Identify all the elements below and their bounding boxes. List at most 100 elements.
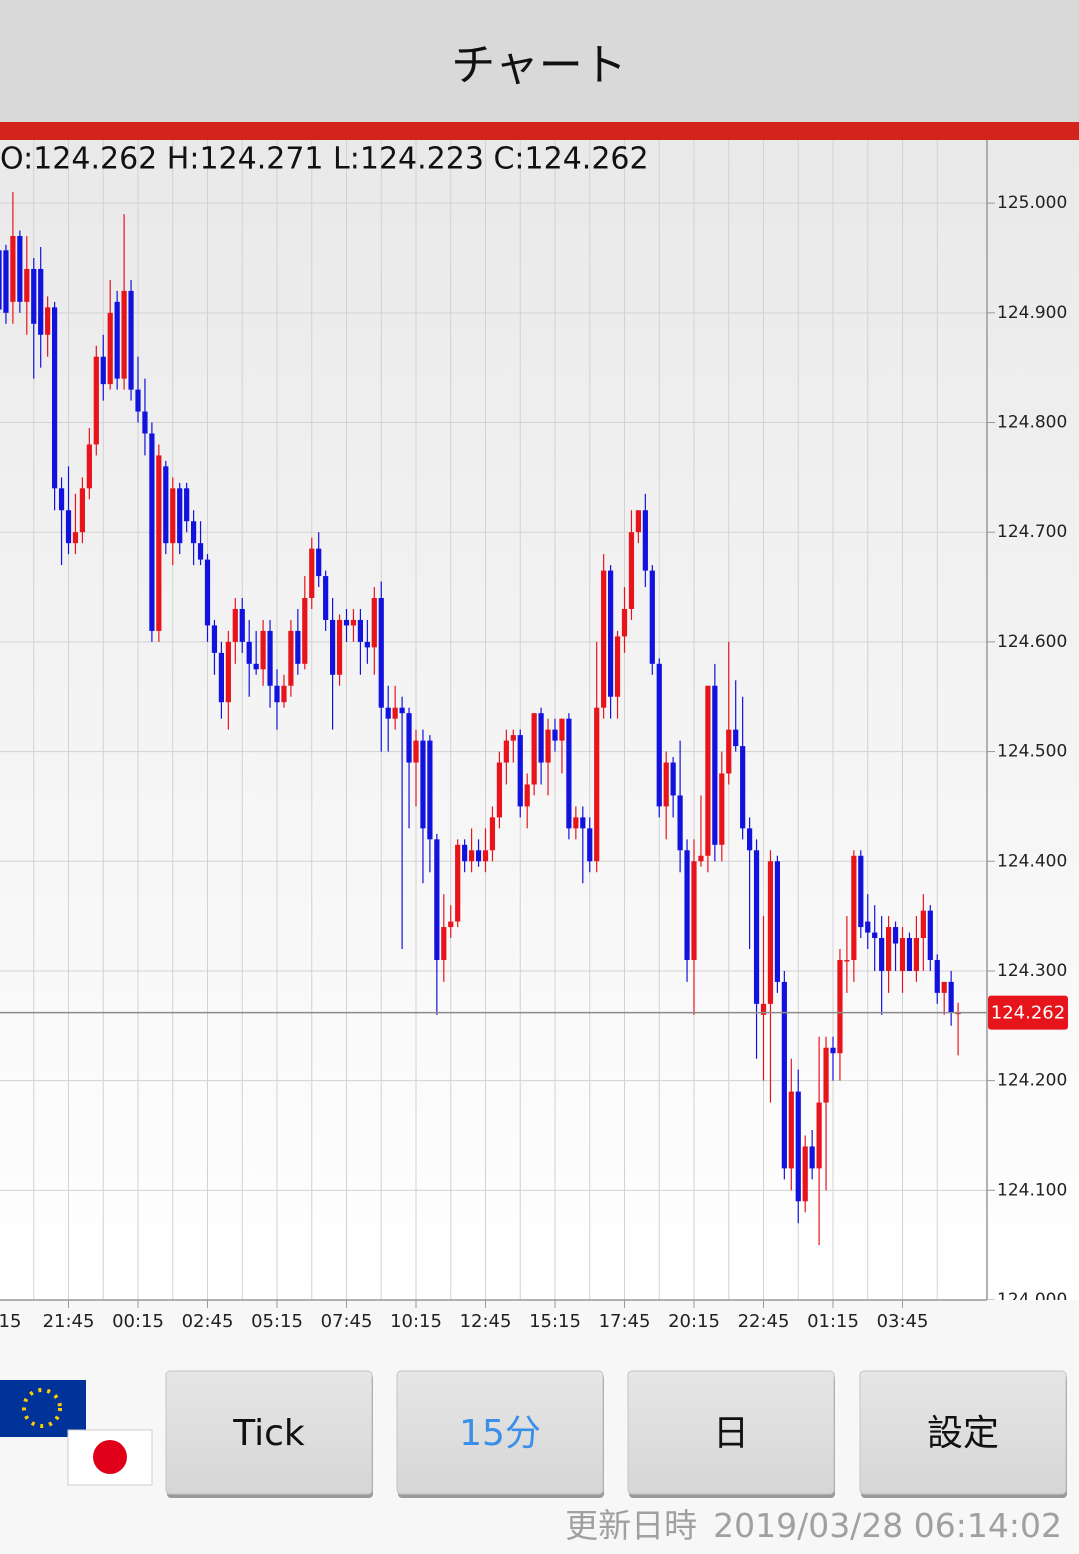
candle-body xyxy=(594,707,600,862)
header-bar xyxy=(0,0,1079,122)
ohlc-label: O:124.262 H:124.271 L:124.223 C:124.262 xyxy=(0,142,649,177)
candle-body xyxy=(851,855,857,960)
updated-label: 更新日時 xyxy=(565,1506,697,1545)
candle-body xyxy=(865,921,871,933)
candle-body xyxy=(566,718,572,829)
candle-body xyxy=(705,685,711,856)
candle-body xyxy=(948,981,954,1013)
candle-body xyxy=(121,290,127,379)
candle-body xyxy=(274,685,280,703)
candle-body xyxy=(156,455,162,631)
y-tick-label: 124.900 xyxy=(997,303,1067,323)
candle-body xyxy=(288,630,294,686)
candle-body xyxy=(830,1047,836,1054)
candle-body xyxy=(656,663,662,807)
candle-body xyxy=(65,510,72,544)
candle-body xyxy=(747,828,753,851)
candle-body xyxy=(142,411,148,434)
candle-body xyxy=(191,521,197,544)
candle-body xyxy=(170,488,176,544)
candle-body xyxy=(364,641,370,648)
candle-body xyxy=(503,740,509,763)
candle-body xyxy=(260,630,266,670)
x-tick-label: 21:45 xyxy=(43,1311,95,1332)
header-title: チャート xyxy=(451,40,627,91)
candle-body xyxy=(844,959,850,962)
candle-body xyxy=(580,817,586,829)
x-tick-label: 15 xyxy=(0,1311,21,1332)
x-tick-label: 02:45 xyxy=(182,1311,234,1332)
candle-body xyxy=(489,817,496,851)
candle-body xyxy=(211,625,218,653)
candle-body xyxy=(17,236,23,302)
candle-body xyxy=(93,356,99,445)
candle-body xyxy=(434,839,440,960)
button[interactable] xyxy=(627,1370,835,1495)
candle-body xyxy=(184,488,190,522)
eu-stars xyxy=(22,1388,62,1428)
button[interactable] xyxy=(165,1370,373,1495)
y-tick-label: 125.000 xyxy=(997,193,1067,213)
candle-body xyxy=(872,932,878,939)
x-tick-label: 01:15 xyxy=(807,1311,859,1332)
candle-body xyxy=(52,307,58,489)
candle-body xyxy=(927,910,933,960)
y-tick-label: 124.700 xyxy=(997,522,1067,542)
candle-body xyxy=(232,608,238,642)
candle-body xyxy=(100,356,106,385)
candle-body xyxy=(719,773,725,845)
candle-body xyxy=(886,927,892,971)
candle-body xyxy=(621,608,628,637)
candle-body xyxy=(809,1146,815,1169)
candle-body xyxy=(385,707,391,719)
currency-flags xyxy=(0,1380,153,1486)
candle-body xyxy=(253,663,259,670)
candle-body xyxy=(601,570,607,708)
candle-body xyxy=(38,268,44,335)
y-tick-label: 124.200 xyxy=(997,1071,1067,1091)
candle-body xyxy=(517,735,523,807)
candle-body xyxy=(698,855,704,862)
candle-body xyxy=(726,729,732,774)
candle-body xyxy=(399,707,405,714)
button-label: 設定 xyxy=(927,1413,999,1454)
candle-body xyxy=(767,861,774,1004)
candle-body xyxy=(413,740,419,763)
candle-body xyxy=(427,740,433,840)
candle-body xyxy=(58,488,65,511)
candle-body xyxy=(920,910,926,939)
chart: 124.000 124.100 124.200 124.300 124.400 124.5… xyxy=(0,140,1068,1300)
candle-body xyxy=(86,444,92,489)
candle-body xyxy=(357,619,363,642)
candle-body xyxy=(45,307,51,335)
candle-body xyxy=(24,268,30,302)
candle-body xyxy=(892,927,899,944)
candle-body xyxy=(858,855,864,928)
candle-body xyxy=(218,652,224,703)
candle-body xyxy=(239,608,245,642)
y-tick-label: 124.600 xyxy=(997,632,1067,652)
candle-body xyxy=(343,619,350,626)
current-price-label: 124.262 xyxy=(991,1003,1065,1024)
candle-body xyxy=(302,598,308,664)
candle-body xyxy=(462,844,468,862)
y-tick-label: 124.100 xyxy=(997,1180,1067,1200)
candle-body xyxy=(197,543,204,560)
candle-body xyxy=(941,981,947,993)
x-tick-label: 15:15 xyxy=(529,1311,581,1332)
candle-body xyxy=(802,1146,808,1202)
candle-body xyxy=(163,466,169,544)
y-tick-label: 124.500 xyxy=(997,742,1067,762)
button[interactable] xyxy=(859,1370,1067,1495)
candle-body xyxy=(795,1091,801,1202)
candle-body xyxy=(441,927,447,960)
candle-body xyxy=(128,290,134,390)
x-tick-label: 03:45 xyxy=(877,1311,929,1332)
candle-body xyxy=(31,268,37,324)
candle-body xyxy=(628,532,635,609)
x-tick-label: 12:45 xyxy=(460,1311,512,1332)
candle-body xyxy=(72,532,79,544)
candle-body xyxy=(350,619,357,626)
button[interactable] xyxy=(396,1370,604,1495)
